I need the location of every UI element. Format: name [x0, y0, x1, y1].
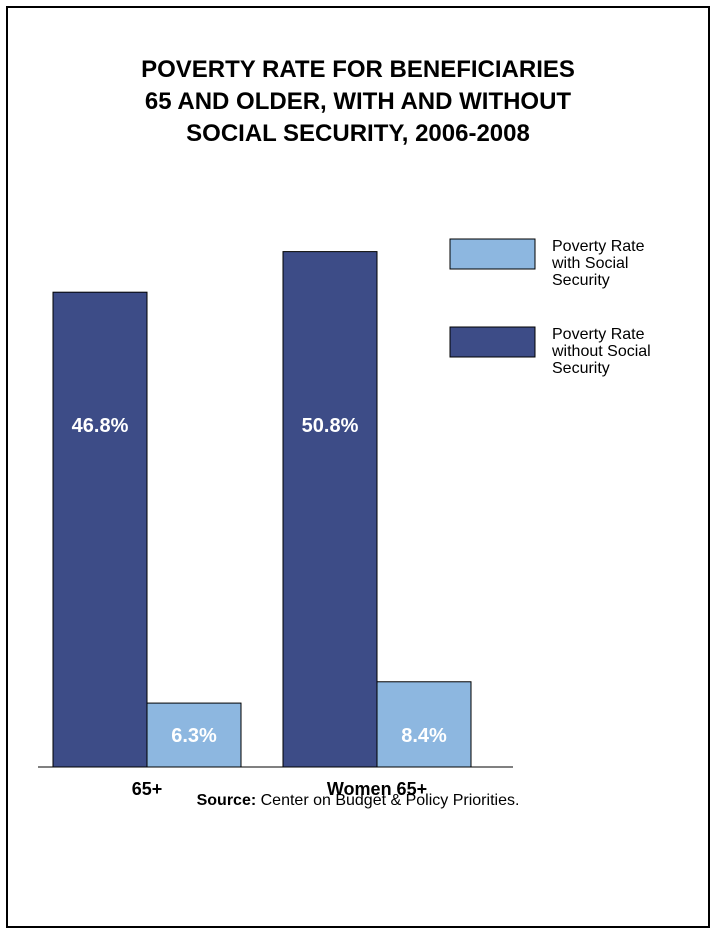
legend-label: Poverty Rate	[552, 238, 645, 255]
legend-label: Poverty Rate	[552, 326, 645, 343]
legend-label: without Social	[551, 343, 651, 360]
legend-swatch	[449, 238, 536, 270]
legend-label: with Social	[551, 255, 628, 272]
bar-with-ss-1	[376, 681, 472, 768]
chart-frame: POVERTY RATE FOR BENEFICIARIES 65 AND OL…	[6, 6, 710, 928]
bar-value-label: 50.8%	[302, 415, 359, 437]
bar-without-ss-0	[52, 291, 148, 768]
category-label: Women 65+	[327, 779, 427, 799]
bar-value-label: 46.8%	[72, 415, 129, 437]
bar-chart: 46.8% 6.3% 65+ 50.8% 8.4% Women 65+ Poverty Ra…	[38, 238, 651, 799]
legend-swatch	[449, 326, 536, 358]
category-label: 65+	[132, 779, 163, 799]
source-text: Center on Budget & Policy Priorities.	[256, 792, 520, 809]
legend-label: Security	[552, 360, 610, 377]
chart-title: POVERTY RATE FOR BENEFICIARIES 65 AND OL…	[8, 54, 708, 150]
bar-without-ss-1	[282, 251, 378, 768]
source-label: Source:	[196, 792, 257, 809]
source-note: Source: Center on Budget & Policy Priori…	[8, 792, 708, 810]
legend-label: Security	[552, 272, 610, 289]
chart-title-line-2: 65 AND OLDER, WITH AND WITHOUT	[144, 88, 572, 115]
bar-value-label: 6.3%	[171, 725, 217, 747]
bar-value-label: 8.4%	[401, 725, 447, 747]
chart-title-line-1: POVERTY RATE FOR BENEFICIARIES	[141, 56, 575, 83]
chart-title-line-3: SOCIAL SECURITY, 2006-2008	[186, 120, 530, 147]
bar-with-ss-0	[146, 702, 242, 768]
